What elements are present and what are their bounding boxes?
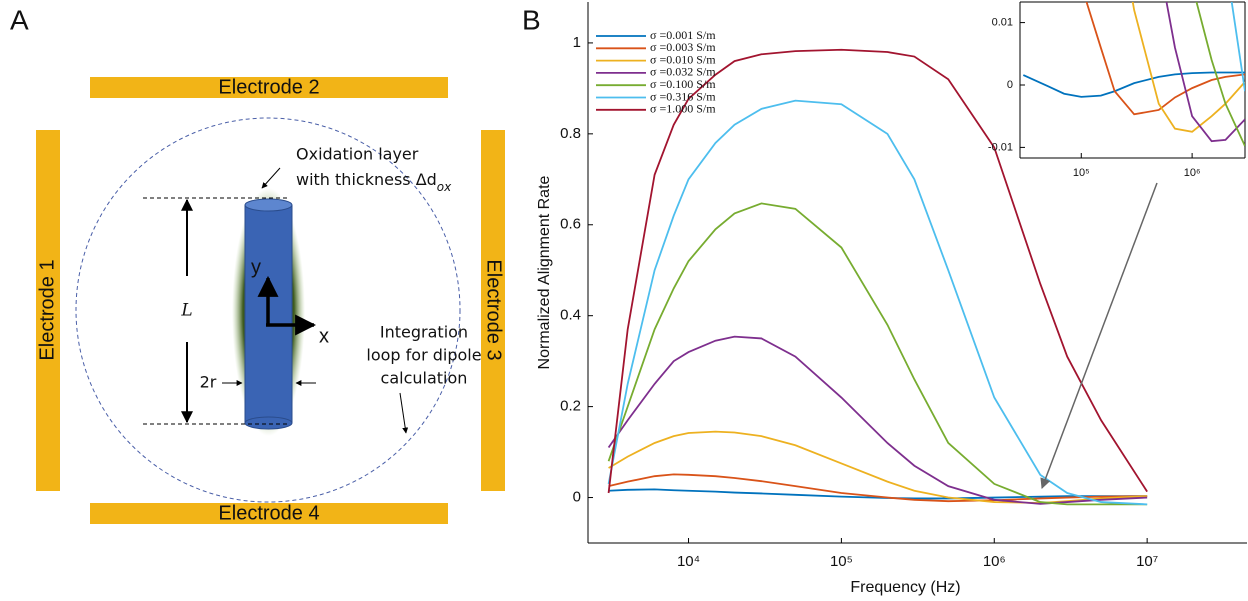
series-line	[608, 473, 1148, 503]
series-line	[1085, 2, 1245, 116]
y-tick-label: 0.4	[560, 307, 581, 324]
legend-label: σ =0.316 S/m	[650, 89, 716, 103]
cylinder-bottom	[244, 416, 293, 430]
series-group	[1022, 2, 1245, 147]
x-tick-label: 10⁶	[983, 553, 1006, 570]
annotation: with thickness Δd	[296, 170, 437, 189]
annotation: Integration	[380, 323, 468, 342]
y-tick-label: 1	[573, 34, 581, 51]
electrode	[481, 130, 505, 491]
series-line	[607, 335, 1148, 505]
x-tick-label: 10⁷	[1136, 553, 1158, 570]
panel-label: A	[10, 4, 29, 35]
y-tick-label: 0	[1007, 79, 1013, 91]
y-tick-label: 0.01	[992, 16, 1013, 28]
y-tick-label: 0	[573, 489, 581, 506]
integration-loop	[75, 117, 461, 503]
annotation: with thickness Δdox	[296, 170, 452, 194]
axis-label: x	[319, 325, 329, 347]
y-tick-label: -0.01	[988, 141, 1013, 153]
legend-label: σ =0.003 S/m	[650, 40, 716, 54]
annotation-subscript: ox	[437, 180, 452, 194]
x-tick-label: 10⁵	[830, 553, 853, 570]
series-line	[1230, 2, 1245, 92]
legend-label: σ =0.100 S/m	[650, 77, 716, 91]
y-tick-label: 0.6	[560, 216, 581, 233]
legend-label: σ =1.000 S/m	[650, 102, 716, 116]
x-tick-label: 10⁴	[677, 553, 700, 570]
series-line	[1195, 2, 1245, 147]
electrode	[90, 503, 448, 524]
arrow	[261, 167, 281, 189]
panel-a: A Electrode 2 Electrode 4 Electrode 1 El…	[10, 4, 505, 524]
x-tick-label: 10⁶	[1184, 167, 1201, 179]
arrow	[399, 392, 409, 434]
annotation: Oxidation layer	[296, 145, 419, 164]
electrode-label: Electrode 1	[36, 259, 58, 360]
legend: σ =0.001 S/mσ =0.003 S/mσ =0.010 S/mσ =0…	[596, 28, 716, 116]
x-tick-label: 10⁵	[1073, 167, 1090, 179]
panel-label: B	[522, 4, 541, 35]
cylinder-top	[244, 198, 293, 212]
length-label: L	[180, 301, 192, 321]
electrode-label: Electrode 4	[218, 502, 319, 524]
annotation: loop for dipole	[366, 346, 481, 365]
series-line	[1165, 2, 1245, 143]
electrode	[36, 130, 60, 491]
y-axis-label: Normalized Alignment Rate	[536, 175, 553, 369]
pointer-arrow	[1040, 182, 1158, 489]
series-line	[607, 48, 1148, 494]
electrode-label: Electrode 2	[218, 76, 319, 98]
annotation: calculation	[381, 369, 468, 388]
inset-chart: -0.01 0 0.01 10⁵ 10⁶	[988, 1, 1246, 179]
radius-label: 2r	[200, 373, 217, 392]
series-line	[1022, 71, 1245, 98]
plot-background	[1020, 2, 1245, 158]
y-tick-label: 0.8	[560, 125, 581, 142]
series-line	[607, 202, 1148, 506]
series-line	[1131, 2, 1245, 133]
y-tick-label: 0.2	[560, 398, 581, 415]
electrode	[90, 77, 448, 98]
axis-label: y	[251, 256, 261, 278]
electrode-label: Electrode 3	[483, 259, 505, 360]
legend-label: σ =0.032 S/m	[650, 65, 716, 79]
x-axis-label: Frequency (Hz)	[850, 579, 960, 596]
series-line	[607, 99, 1148, 506]
legend-label: σ =0.001 S/m	[650, 28, 716, 42]
legend-label: σ =0.010 S/m	[650, 52, 716, 66]
series-line	[608, 488, 1148, 500]
